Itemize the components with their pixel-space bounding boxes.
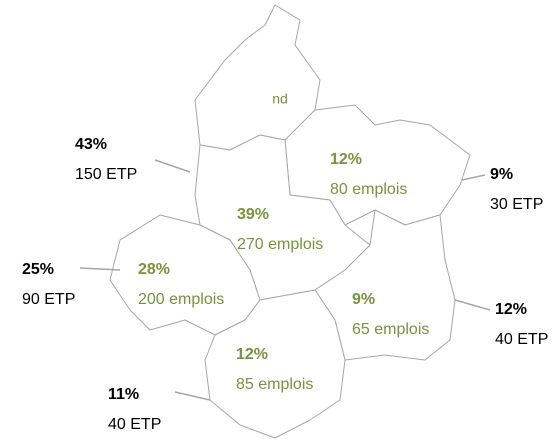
region-label: nd [272,91,288,107]
callout-label: 90 ETP [22,291,75,308]
callout-label: 30 ETP [490,196,543,213]
department [204,289,346,439]
region-percent: 28% [138,261,170,278]
leader-line [154,159,191,173]
region-label: 80 emplois [330,181,407,198]
callout-percent: 11% [108,386,139,403]
leader-line [174,391,211,401]
region-percent: 12% [236,346,268,363]
callout-percent: 25% [22,261,54,278]
region-percent: 9% [352,291,375,308]
callout-percent: 43% [75,136,107,153]
region-label: 270 emplois [237,236,323,253]
leader-line [461,174,486,181]
region-percent: 12% [330,151,362,168]
region-percent: 39% [237,206,269,223]
leader-line [454,299,491,311]
callout-percent: 12% [495,301,527,318]
callout-label: 40 ETP [495,331,548,348]
callout-label: 40 ETP [108,416,161,433]
callout-label: 150 ETP [75,166,137,183]
callout-percent: 9% [490,166,513,183]
leader-line [79,267,121,271]
region-label: 65 emplois [352,321,429,338]
region-label: 85 emplois [236,376,313,393]
region-label: 200 emplois [138,291,224,308]
